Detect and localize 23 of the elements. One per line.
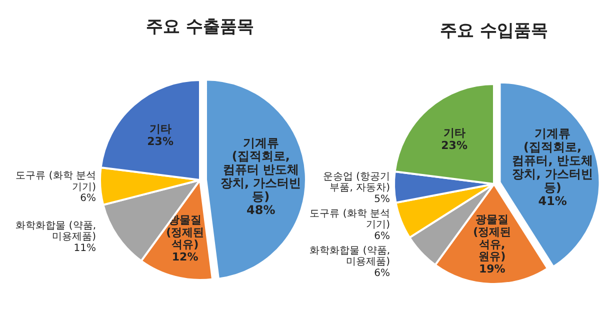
slice-label: 기계류 (집적회로, 컴퓨터, 반도체 장치, 가스터빈 등) bbox=[512, 126, 593, 194]
data-label: 23% bbox=[441, 139, 468, 152]
slice-label: 운송업 (항공기 부품, 자동차) bbox=[322, 171, 390, 194]
chart-title: 주요 수입품목 bbox=[440, 21, 548, 41]
slice-label: 도구류 (화학 분석 기기) bbox=[310, 208, 390, 231]
chart-title: 주요 수출품목 bbox=[146, 17, 254, 37]
data-label: 11% bbox=[74, 242, 96, 254]
slice-label: 기계류 (집적회로, 컴퓨터 반도체 장치, 가스터빈 등) bbox=[220, 136, 302, 204]
slice-label: 광물질 (정제된 석유, 원유) bbox=[473, 213, 512, 264]
data-label: 6% bbox=[374, 230, 390, 242]
slice-label: 화학화합물 (약품, 미용제품) bbox=[16, 220, 96, 243]
data-label: 6% bbox=[374, 268, 390, 279]
data-label: 5% bbox=[374, 194, 390, 205]
data-label: 12% bbox=[172, 250, 198, 264]
data-label: 23% bbox=[147, 135, 174, 148]
data-label: 19% bbox=[478, 262, 506, 276]
data-label: 48% bbox=[246, 202, 276, 217]
slice-label: 화학화합물 (약품, 미용제품) bbox=[310, 245, 390, 268]
data-label: 6% bbox=[80, 192, 96, 204]
data-label: 41% bbox=[538, 194, 567, 208]
slice-label: 기타 bbox=[443, 126, 466, 140]
slice-label: 기타 bbox=[149, 122, 172, 136]
slice-label: 도구류 (화학 분석 기기) bbox=[16, 170, 96, 193]
